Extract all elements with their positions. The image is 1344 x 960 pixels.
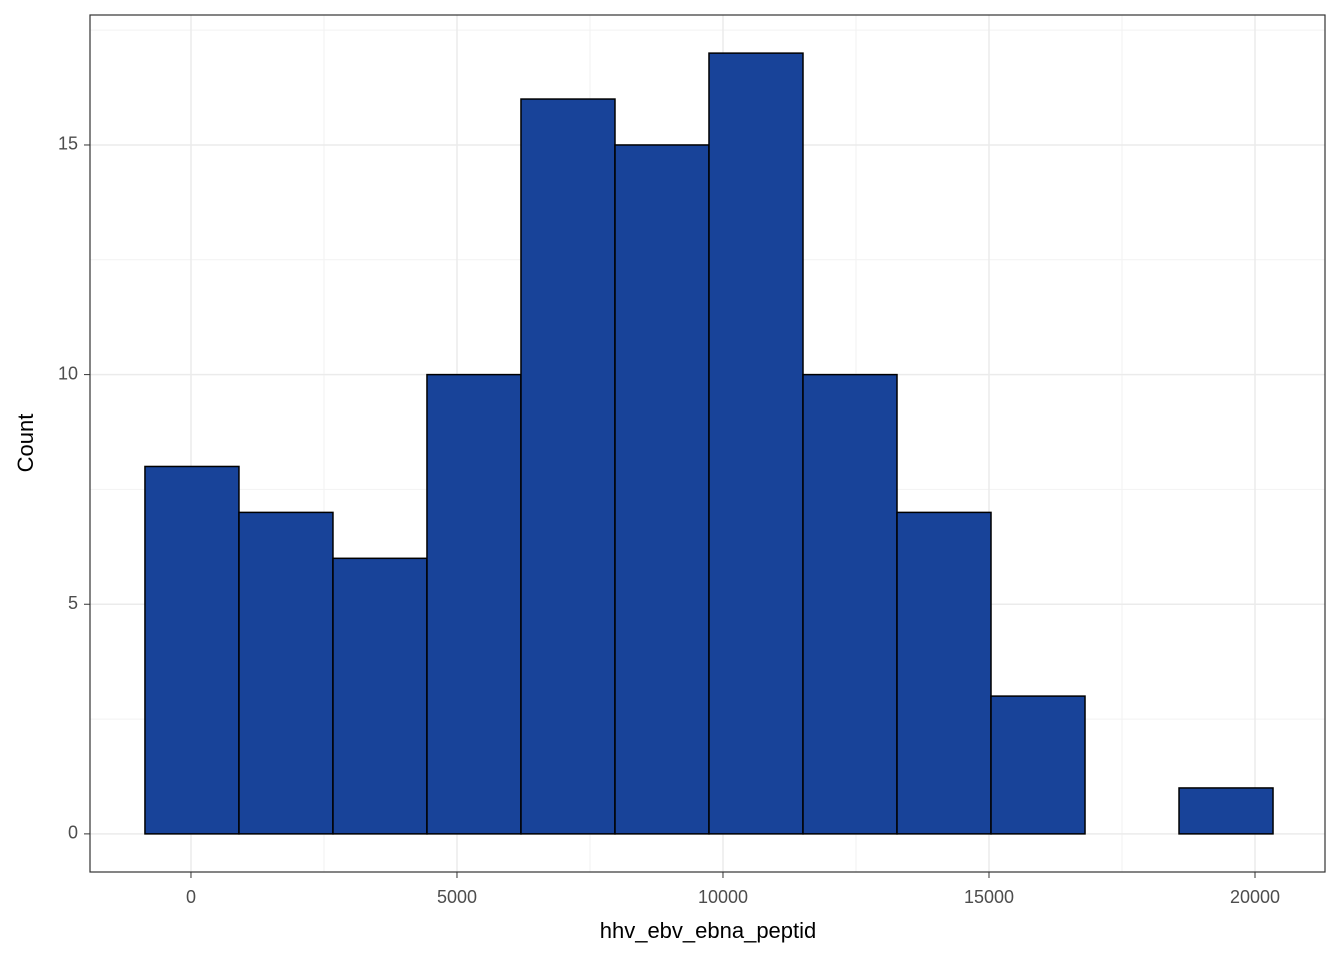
y-tick-label: 10 <box>58 363 78 383</box>
y-tick-label: 0 <box>68 823 78 843</box>
bar <box>332 557 428 835</box>
x-axis-title: hhv_ebv_ebna_peptid <box>600 918 817 943</box>
x-tick-label: 5000 <box>437 887 477 907</box>
bar <box>614 144 710 835</box>
bar <box>708 52 804 835</box>
bar <box>802 373 898 835</box>
bar <box>144 465 240 835</box>
bar <box>990 695 1086 835</box>
bar <box>1178 787 1274 835</box>
panel-border <box>89 14 1326 873</box>
x-tick-label: 15000 <box>964 887 1014 907</box>
bar <box>520 98 616 835</box>
y-axis-title: Count <box>13 414 38 473</box>
bar <box>238 511 334 835</box>
x-tick-label: 0 <box>186 887 196 907</box>
x-tick-label: 10000 <box>698 887 748 907</box>
bar <box>426 373 522 835</box>
bar <box>896 511 992 835</box>
y-tick-label: 5 <box>68 593 78 613</box>
y-tick-label: 15 <box>58 134 78 154</box>
x-tick-label: 20000 <box>1230 887 1280 907</box>
